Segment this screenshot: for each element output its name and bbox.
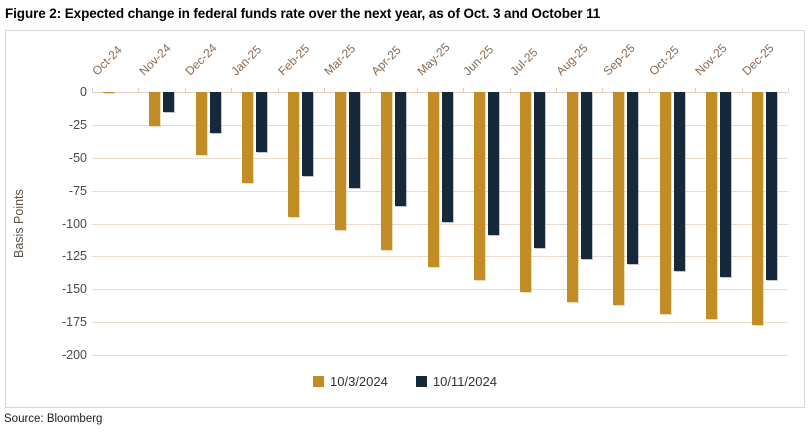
gridline-200 <box>92 355 788 356</box>
bar-10-3-2024-sep-25 <box>613 92 625 306</box>
bar-10-3-2024-aug-25 <box>566 92 578 303</box>
bar-10-3-2024-nov-24 <box>149 92 161 127</box>
bar-10-3-2024-dec-25 <box>752 92 764 325</box>
y-tick-label: -50 <box>68 150 87 165</box>
x-tick-label-nov-25: Nov-25 <box>692 41 731 79</box>
x-tick-label-dec-24: Dec-24 <box>182 41 220 79</box>
gridline-0 <box>92 92 788 93</box>
x-tick-label-oct-24: Oct-24 <box>89 42 125 79</box>
x-tick-mark <box>695 88 697 92</box>
y-tick-label: -200 <box>61 348 87 362</box>
x-tick-label-jan-25: Jan-25 <box>228 42 265 79</box>
x-tick-label-oct-25: Oct-25 <box>646 42 682 79</box>
gridline-175 <box>92 322 788 324</box>
gridline-75 <box>92 190 788 192</box>
chart-plot-frame: 0 -25 -50 -75 -100 -125 -150 -175 -200 Oct-24 Nov-… <box>5 30 805 408</box>
x-tick-mark <box>138 88 140 92</box>
x-tick-mark <box>231 88 233 92</box>
bar-10-3-2024-apr-25 <box>381 92 393 250</box>
legend-label: 10/11/2024 <box>432 374 497 389</box>
x-tick-label-mar-25: Mar-25 <box>321 41 359 79</box>
x-tick-label-sep-25: Sep-25 <box>599 41 638 79</box>
gridline-100 <box>92 223 788 225</box>
bar-10-3-2024-jun-25 <box>473 92 485 281</box>
x-tick-label-feb-25: Feb-25 <box>275 41 312 79</box>
chart-legend: 10/3/2024 10/11/2024 <box>6 374 804 389</box>
x-tick-mark <box>741 88 743 92</box>
x-tick-label-dec-25: Dec-25 <box>739 41 777 79</box>
bar-10-3-2024-dec-24 <box>195 92 207 156</box>
x-tick-label-jun-25: Jun-25 <box>460 42 497 79</box>
x-tick-mark <box>324 88 325 92</box>
bar-10-3-2024-jul-25 <box>520 92 532 292</box>
bar-10-11-2024-apr-25 <box>395 92 407 207</box>
bar-10-11-2024-nov-24 <box>163 92 175 112</box>
x-tick-label-jul-25: Jul-25 <box>507 45 541 79</box>
y-axis-title: Basis Points <box>12 189 26 259</box>
bar-10-3-2024-mar-25 <box>334 92 346 231</box>
x-tick-mark <box>788 88 789 92</box>
y-tick-label: -75 <box>68 183 87 198</box>
x-tick-label-may-25: May-25 <box>414 40 453 79</box>
bar-10-11-2024-jul-25 <box>534 92 546 249</box>
legend-swatch-10-11-2024 <box>415 376 427 387</box>
legend-swatch-10-3-2024 <box>313 376 325 387</box>
bar-10-11-2024-sep-25 <box>627 92 639 265</box>
bar-10-11-2024-dec-25 <box>766 92 778 281</box>
x-tick-label-aug-25: Aug-25 <box>553 41 591 79</box>
x-tick-mark <box>602 88 604 92</box>
bar-10-11-2024-may-25 <box>441 92 453 223</box>
bar-10-3-2024-oct-24 <box>102 92 114 94</box>
x-tick-label-apr-25: Apr-25 <box>367 42 404 79</box>
x-tick-mark <box>277 88 279 92</box>
gridline-150 <box>92 289 788 291</box>
bar-10-11-2024-jan-25 <box>255 92 267 153</box>
y-tick-label: -175 <box>61 315 87 330</box>
bar-10-11-2024-jun-25 <box>487 92 499 236</box>
bar-10-3-2024-nov-25 <box>705 92 717 320</box>
legend-item-10-11-2024: 10/11/2024 <box>415 374 497 389</box>
gridline-125 <box>92 256 788 258</box>
bar-10-3-2024-feb-25 <box>288 92 300 217</box>
legend-item-10-3-2024: 10/3/2024 <box>313 374 388 389</box>
x-tick-mark <box>416 88 418 92</box>
x-tick-label-nov-24: Nov-24 <box>135 41 174 79</box>
gridline-25 <box>92 124 788 126</box>
bar-10-11-2024-dec-24 <box>209 92 221 133</box>
y-tick-label: -100 <box>61 216 87 231</box>
bar-10-11-2024-mar-25 <box>348 92 360 188</box>
figure-title: Figure 2: Expected change in federal fun… <box>5 6 601 21</box>
bar-10-3-2024-jan-25 <box>241 92 253 183</box>
y-tick-label: -125 <box>61 249 87 264</box>
x-tick-mark <box>92 88 93 92</box>
x-tick-mark <box>556 88 557 92</box>
x-tick-mark <box>370 88 372 92</box>
legend-label: 10/3/2024 <box>330 374 388 389</box>
y-tick-label: -25 <box>68 117 87 132</box>
gridline-50 <box>92 157 788 159</box>
bar-10-11-2024-feb-25 <box>302 92 314 177</box>
bar-10-11-2024-nov-25 <box>719 92 731 278</box>
bar-10-11-2024-aug-25 <box>580 92 592 259</box>
x-tick-mark <box>509 88 511 92</box>
x-tick-mark <box>463 88 465 92</box>
x-tick-mark <box>648 88 650 92</box>
y-tick-label: -150 <box>61 282 87 297</box>
bar-10-11-2024-oct-25 <box>673 92 685 271</box>
bar-10-3-2024-oct-25 <box>659 92 671 315</box>
x-tick-mark <box>184 88 186 92</box>
bar-10-3-2024-may-25 <box>427 92 439 267</box>
y-tick-label: 0 <box>80 85 87 99</box>
source-note: Source: Bloomberg <box>4 413 103 425</box>
